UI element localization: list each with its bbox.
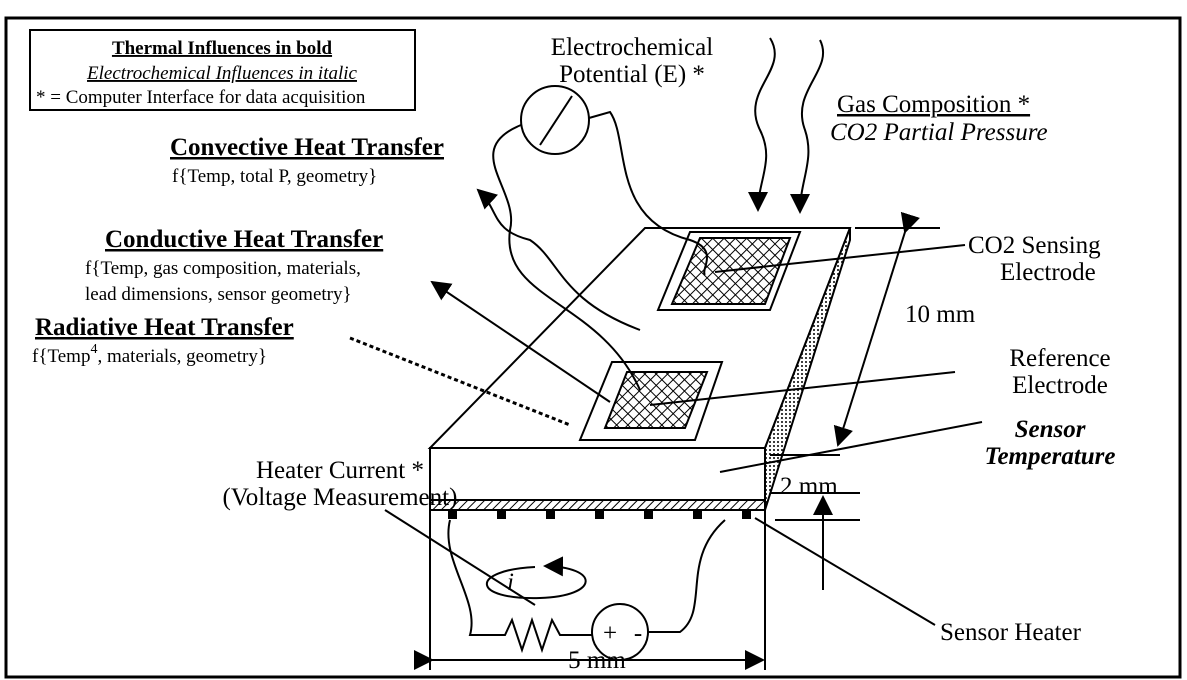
leaders	[714, 244, 966, 273]
voltmeter	[539, 95, 573, 146]
sensor-body	[429, 447, 766, 501]
potential-label: Potential (E) *	[559, 61, 705, 88]
length-label: 10 mm	[905, 301, 976, 328]
co2-label: Electrode	[1000, 259, 1096, 286]
heater-current-label: Heater Current *	[256, 457, 424, 484]
heat-arrows	[476, 188, 641, 331]
reference-label: Electrode	[1012, 372, 1108, 399]
thickness-label: 2 mm	[780, 473, 838, 500]
sensor-temperature-label: Temperature	[984, 443, 1115, 470]
voltmeter	[588, 110, 708, 276]
heat-arrows	[349, 188, 641, 427]
co2-label: CO2 Sensing	[968, 232, 1101, 259]
legend-box: Thermal Influences in bold Electrochemic…	[29, 29, 416, 111]
reference-electrode	[603, 371, 709, 429]
voltmeter	[492, 124, 641, 391]
convective-formula: f{Temp, total P, geometry}	[172, 166, 377, 187]
width-label: 5 mm	[568, 647, 626, 674]
sensor-body	[546, 510, 555, 519]
leaders	[384, 211, 983, 670]
leaders	[833, 211, 920, 447]
gas-arrows	[748, 37, 825, 214]
legend-star: * = Computer Interface for data acquisit…	[36, 87, 366, 108]
sensor-body	[427, 227, 852, 670]
heater-circuit	[648, 519, 726, 633]
heater-circuit	[447, 519, 726, 661]
radiative-formula: f{Temp4, materials, geometry}	[32, 342, 267, 367]
reference-label: Reference	[1009, 345, 1110, 372]
leaders	[384, 509, 536, 606]
sensor-heater-label: Sensor Heater	[940, 619, 1082, 646]
radiative-formula: , materials, geometry}	[97, 346, 267, 367]
radiative-formula: f{Temp	[32, 346, 90, 367]
frame	[4, 16, 1182, 679]
heater-circuit	[486, 556, 587, 600]
sensor-body	[742, 510, 751, 519]
minus-sign: -	[634, 620, 642, 647]
frame	[4, 16, 1182, 679]
heat-arrows	[349, 336, 571, 427]
voltmeter	[520, 85, 590, 155]
sensor-temperature-label: Sensor	[1015, 416, 1086, 443]
leaders	[754, 517, 936, 626]
legend-italic: Electrochemical Influences in italic	[86, 63, 358, 84]
leaders	[719, 421, 983, 473]
heater-current-label: (Voltage Measurement)	[223, 484, 458, 511]
legend-box	[29, 29, 416, 111]
sensor-body	[497, 510, 506, 519]
conductive-formula: f{Temp, gas composition, materials,	[85, 258, 361, 279]
sensor-body	[448, 510, 457, 519]
heat-arrows	[430, 280, 611, 403]
radiative-exponent: 4	[90, 342, 97, 357]
leaders	[649, 371, 956, 406]
gas-label: Gas Composition *	[837, 91, 1030, 118]
convective-title: Convective Heat Transfer	[170, 134, 444, 161]
radiative-title: Radiative Heat Transfer	[35, 314, 294, 341]
gas-arrows	[748, 37, 776, 212]
sensor-body	[644, 510, 653, 519]
reference-electrode	[578, 361, 724, 441]
gas-arrows	[790, 39, 825, 214]
heater-circuit	[447, 519, 592, 654]
plus-sign: +	[603, 620, 617, 647]
conductive-formula: lead dimensions, sensor geometry}	[85, 284, 352, 305]
legend-bold: Thermal Influences in bold	[112, 38, 333, 59]
voltmeter	[492, 85, 708, 391]
sensor-body	[693, 510, 702, 519]
gas-label: CO2 Partial Pressure	[830, 119, 1048, 146]
potential-label: Electrochemical	[551, 34, 713, 61]
sensor-body	[595, 510, 604, 519]
sensor-body	[429, 499, 766, 511]
labels: Electrochemical Potential (E) * Gas Comp…	[32, 34, 1116, 674]
current-symbol: i	[507, 569, 514, 596]
conductive-title: Conductive Heat Transfer	[105, 226, 383, 253]
